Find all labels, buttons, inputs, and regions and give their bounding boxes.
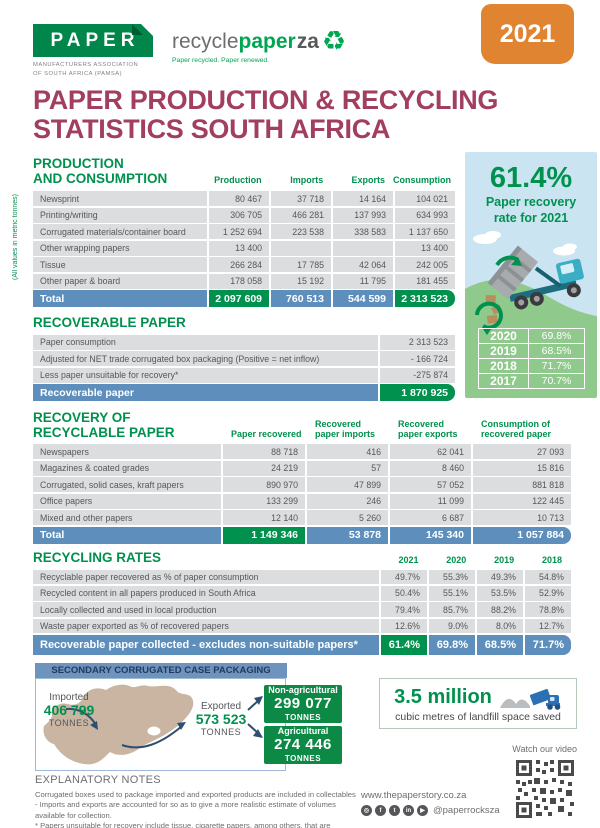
table-row: Mixed and other papers 12 140 5 260 6 68… — [33, 510, 571, 525]
recyclepaperza-logo: recycle paper za ♻ Paper recycled. Paper… — [172, 26, 347, 64]
col-header-production: Production — [214, 175, 262, 186]
recoverable-title: RECOVERABLE PAPER — [33, 315, 186, 330]
twitter-icon: t — [389, 805, 400, 816]
recovery-rate-panel: 61.4% Paper recovery rate for 2021 — [465, 152, 597, 398]
recoverable-section: RECOVERABLE PAPER Paper consumption 2 31… — [33, 315, 455, 403]
col-header-2019: 2019 — [494, 554, 515, 565]
exported-tonnage: Exported 573 523 TONNES — [195, 701, 247, 737]
recycle-arrows-icon: ♻ — [321, 26, 347, 57]
table-row: Tissue 266 284 17 785 42 064 242 005 — [33, 257, 455, 272]
notes-body-2: * Papers unsuitable for recovery include… — [35, 820, 331, 828]
non-agricultural-box: Non-agricultural 299 077 TONNES — [264, 685, 342, 723]
table-row: 2017 70.7% — [478, 373, 585, 389]
table-row: Waste paper exported as % of recovered p… — [33, 618, 571, 634]
recycling-rates-total-row: Recoverable paper collected - excludes n… — [33, 635, 571, 656]
table-row: Other wrapping papers 13 400 13 400 — [33, 240, 455, 256]
page-title-line1: PAPER PRODUCTION & RECYCLING — [33, 85, 499, 115]
table-row: 2018 71.7% — [478, 358, 585, 374]
recovery-total-row: Total 1 149 346 53 878 145 340 1 057 884 — [33, 526, 571, 544]
qr-code — [514, 758, 576, 820]
instagram-icon: ◎ — [361, 805, 372, 816]
imported-tonnage: Imported 406 799 TONNES — [43, 692, 95, 728]
col-header-consumption-recovered: Consumption of recovered paper — [481, 419, 552, 440]
recycling-rates-section: RECYCLING RATES 2021 2020 2019 2018 Recy… — [33, 550, 571, 657]
landfill-subline: cubic metres of landfill space saved — [395, 711, 561, 723]
youtube-icon: ▶ — [417, 805, 428, 816]
page-fold-icon — [141, 24, 153, 36]
linkedin-icon: in — [403, 805, 414, 816]
table-row: Recyclable paper recovered as % of paper… — [33, 569, 571, 585]
year-badge: 2021 — [481, 4, 574, 64]
table-row: Locally collected and used in local prod… — [33, 602, 571, 617]
col-header-exports: Exports — [351, 175, 385, 186]
recovery-title: RECOVERY OF RECYCLABLE PAPER — [33, 410, 175, 441]
col-header-recovered-exports: Recovered paper exports — [398, 419, 458, 440]
pamsa-logo: PAPER MANUFACTURERS ASSOCIATION OF SOUTH… — [33, 24, 153, 78]
table-row: 2020 69.8% — [478, 328, 585, 344]
table-row: Adjusted for NET trade corrugated box pa… — [33, 351, 455, 367]
agricultural-box: Agricultural 274 446 TONNES — [264, 726, 342, 764]
watch-video-label: Watch our video — [512, 744, 577, 754]
landfill-headline: 3.5 million — [394, 685, 492, 708]
recoverable-total-row: Recoverable paper 1 870 925 — [33, 384, 455, 402]
recovery-section: RECOVERY OF RECYCLABLE PAPER Paper recov… — [33, 408, 571, 545]
recovery-rate-headline: 61.4% — [489, 162, 573, 194]
page-title-line2: STATISTICS SOUTH AFRICA — [33, 113, 391, 144]
recycle-logo-tagline: Paper recycled. Paper renewed. — [172, 57, 270, 64]
table-row: Newsprint 80 467 37 718 14 164 104 021 — [33, 191, 455, 206]
recycling-rates-title: RECYCLING RATES — [33, 550, 162, 565]
units-note: (All values in metric tonnes) — [12, 194, 19, 281]
col-header-recovered-imports: Recovered paper imports — [315, 419, 376, 440]
col-header-consumption: Consumption — [392, 175, 451, 186]
explanatory-notes: EXPLANATORY NOTES Corrugated boxes used … — [35, 774, 360, 828]
recycle-logo-part3: za — [296, 30, 319, 53]
table-row: Newspapers 88 718 416 62 041 27 093 — [33, 444, 571, 459]
page-title: PAPER PRODUCTION & RECYCLING STATISTICS … — [33, 86, 583, 143]
facebook-icon: f — [375, 805, 386, 816]
table-row: 2019 68.5% — [478, 343, 585, 359]
table-row: Less paper unsuitable for recovery* -275… — [33, 367, 455, 383]
recovery-rate-subline2: rate for 2021 — [493, 210, 569, 225]
table-row: Recycled content in all papers produced … — [33, 586, 571, 601]
col-header-2020: 2020 — [446, 554, 467, 565]
recycle-logo-part1: recycle — [172, 30, 239, 53]
table-row: Corrugated materials/container board 1 2… — [33, 224, 455, 239]
table-row: Printing/writing 306 705 466 281 137 993… — [33, 207, 455, 223]
landfill-savings-box: 3.5 million cubic metres of landfill spa… — [379, 678, 577, 729]
year-badge-text: 2021 — [499, 19, 556, 48]
production-title: PRODUCTION AND CONSUMPTION — [33, 156, 168, 187]
recycle-logo-part2: paper — [238, 30, 296, 53]
table-row: Office papers 133 299 246 11 099 122 445 — [33, 493, 571, 509]
table-row: Magazines & coated grades 24 219 57 8 46… — [33, 460, 571, 476]
recovery-rate-subline1: Paper recovery — [485, 195, 577, 209]
production-total-row: Total 2 097 609 760 513 544 599 2 313 52… — [33, 290, 455, 307]
col-header-paper-recovered: Paper recovered — [231, 429, 302, 440]
landfill-truck-icon — [499, 688, 561, 710]
pamsa-logo-mark: PAPER — [33, 24, 153, 57]
notes-body-1: Corrugated boxes used to package importe… — [35, 790, 356, 820]
recovery-rate-history-table: 2020 69.8% 2019 68.5% 2018 71.7% 2017 70… — [478, 328, 585, 389]
page-fold-shadow-icon — [132, 24, 143, 35]
packaging-box: Imported 406 799 TONNES Exported 573 523… — [35, 678, 286, 771]
social-handle: @paperrocksza — [433, 805, 500, 816]
col-header-2018: 2018 — [541, 554, 562, 565]
pamsa-logo-word: PAPER — [50, 29, 140, 51]
col-header-imports: Imports — [290, 175, 324, 186]
production-section: PRODUCTION AND CONSUMPTION Production Im… — [33, 155, 455, 309]
contact-block: www.thepaperstory.co.za ◎ f t in ▶ @pape… — [361, 790, 511, 816]
table-row: Corrugated, solid cases, kraft papers 89… — [33, 477, 571, 492]
pamsa-sub-line1: MANUFACTURERS ASSOCIATION — [33, 62, 139, 68]
south-africa-map — [43, 684, 263, 765]
notes-title: EXPLANATORY NOTES — [35, 774, 161, 786]
col-header-2021: 2021 — [398, 554, 419, 565]
pamsa-sub-line2: OF SOUTH AFRICA (PAMSA) — [33, 70, 123, 77]
website-url: www.thepaperstory.co.za — [361, 790, 467, 801]
packaging-title-bar: SECONDARY CORRUGATED CASE PACKAGING — [35, 663, 287, 678]
table-row: Paper consumption 2 313 523 — [33, 334, 455, 350]
table-row: Other paper & board 178 058 15 192 11 79… — [33, 273, 455, 289]
